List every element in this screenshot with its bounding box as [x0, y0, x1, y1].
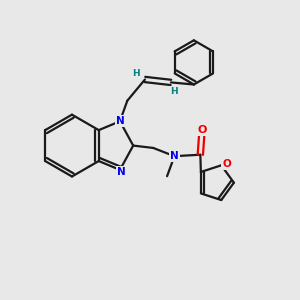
Text: O: O	[222, 159, 231, 169]
Text: N: N	[170, 151, 179, 161]
Text: H: H	[170, 87, 178, 96]
Text: N: N	[116, 116, 124, 126]
Text: O: O	[197, 125, 206, 135]
Text: H: H	[132, 68, 140, 77]
Text: N: N	[117, 167, 126, 177]
